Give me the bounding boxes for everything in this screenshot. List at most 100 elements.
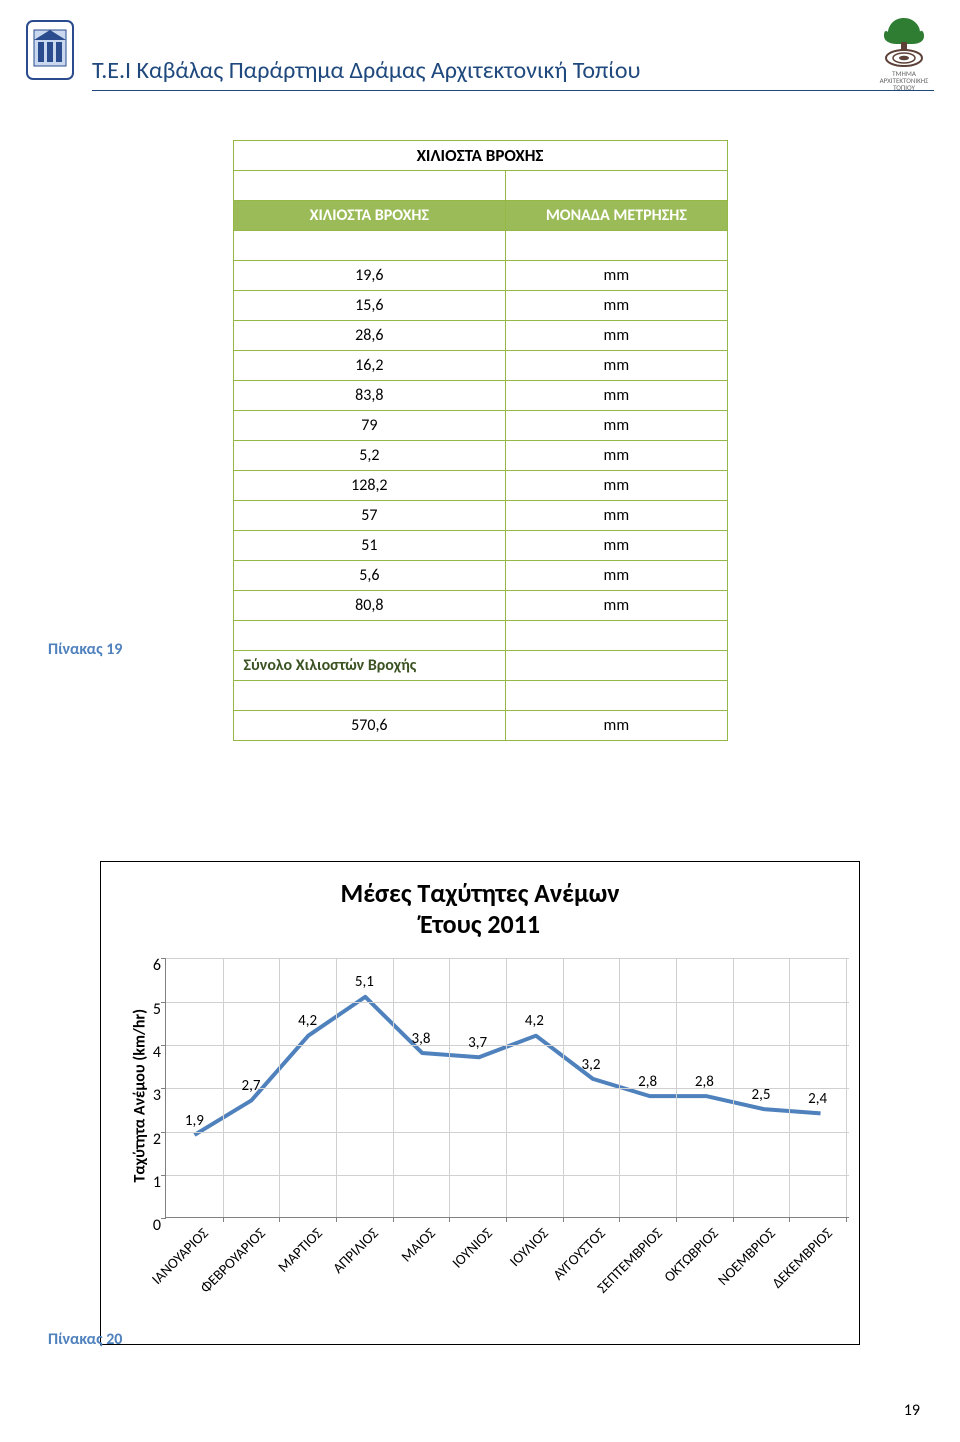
spacer-cell [506, 651, 727, 681]
chart-data-label: 1,9 [185, 1112, 204, 1130]
rain-value: 51 [233, 531, 506, 561]
chart-data-label: 2,8 [695, 1073, 714, 1091]
grid-line-v [733, 958, 734, 1217]
rain-value: 57 [233, 501, 506, 531]
chart-data-label: 5,1 [355, 973, 374, 991]
sum-unit: mm [506, 711, 727, 741]
chart-data-label: 3,7 [468, 1034, 487, 1052]
y-axis-label-wrap: Ταχύτητα Ανέμου (km/hr) [111, 958, 141, 1218]
spacer-cell [233, 171, 506, 201]
spacer-cell [506, 621, 727, 651]
department-logo-caption: ΤΜΗΜΑ ΑΡΧΙΤΕΚΤΟΝΙΚΗΣ ΤΟΠΙΟΥ [874, 70, 934, 91]
rain-value: 5,6 [233, 561, 506, 591]
rain-unit: mm [506, 591, 727, 621]
grid-line-v [223, 958, 224, 1217]
grid-line-v [846, 958, 847, 1217]
table-row: 5,2mm [233, 441, 727, 471]
spacer-cell [506, 681, 727, 711]
table-title: ΧΙΛΙΟΣΤΑ ΒΡΟΧΗΣ [233, 141, 727, 171]
x-tick-label: ΑΥΓΟΥΣΤΟΣ [549, 1224, 609, 1284]
y-tick [161, 1045, 166, 1046]
sum-value: 570,6 [233, 711, 506, 741]
page-number: 19 [904, 1401, 920, 1420]
grid-line-h [166, 1002, 849, 1003]
y-tick [161, 1175, 166, 1176]
chart-title-line1: Μέσες Ταχύτητες Ανέμων [341, 877, 620, 909]
grid-line-v [393, 958, 394, 1217]
rain-unit: mm [506, 411, 727, 441]
rain-unit: mm [506, 381, 727, 411]
table-row: 80,8mm [233, 591, 727, 621]
rain-value: 83,8 [233, 381, 506, 411]
table-row: 51mm [233, 531, 727, 561]
department-logo-icon [874, 14, 934, 70]
table-row: 19,6mm [233, 261, 727, 291]
chart-data-label: 4,2 [525, 1012, 544, 1030]
rain-value: 128,2 [233, 471, 506, 501]
rain-value: 80,8 [233, 591, 506, 621]
table-row: 16,2mm [233, 351, 727, 381]
spacer-cell [233, 231, 506, 261]
rain-unit: mm [506, 501, 727, 531]
grid-line-v [563, 958, 564, 1217]
rain-table: ΧΙΛΙΟΣΤΑ ΒΡΟΧΗΣ ΧΙΛΙΟΣΤΑ ΒΡΟΧΗΣ ΜΟΝΑΔΑ Μ… [233, 140, 728, 741]
rain-unit: mm [506, 531, 727, 561]
rain-unit: mm [506, 471, 727, 501]
chart-plot-area: 1,92,74,25,13,83,74,23,22,82,82,52,4 [165, 958, 849, 1218]
chart-data-label: 2,5 [752, 1086, 771, 1104]
rain-unit: mm [506, 351, 727, 381]
x-tick-label: ΟΚΤΩΒΡΙΟΣ [660, 1224, 722, 1286]
spacer-cell [506, 231, 727, 261]
x-tick-label: ΜΑΡΤΙΟΣ [274, 1224, 326, 1276]
sum-label: Σύνολο Χιλιοστών Βροχής [233, 651, 506, 681]
grid-line-h [166, 958, 849, 959]
chart-data-label: 3,8 [412, 1030, 431, 1048]
rain-unit: mm [506, 561, 727, 591]
rain-value: 79 [233, 411, 506, 441]
table-row: 128,2mm [233, 471, 727, 501]
chart-caption: Πίνακας 20 [48, 1330, 122, 1349]
spacer-cell [233, 621, 506, 651]
grid-line-h [166, 1175, 849, 1176]
table-row: 15,6mm [233, 291, 727, 321]
rain-unit: mm [506, 291, 727, 321]
chart-title: Μέσες Ταχύτητες Ανέμων Έτους 2011 [111, 878, 849, 940]
page-header: ΤΜΗΜΑ ΑΡΧΙΤΕΚΤΟΝΙΚΗΣ ΤΟΠΙΟΥ Τ.Ε.Ι Καβάλα… [0, 0, 960, 100]
col-header-right: ΜΟΝΑΔΑ ΜΕΤΡΗΣΗΣ [506, 201, 727, 231]
x-axis-labels: ΙΑΝΟΥΑΡΙΟΣΦΕΒΡΟΥΑΡΙΟΣΜΑΡΤΙΟΣΑΠΡΙΛΙΟΣΜΑΙΟ… [165, 1218, 845, 1338]
chart-data-label: 2,7 [242, 1077, 261, 1095]
chart-data-label: 2,4 [808, 1090, 827, 1108]
y-tick [161, 1088, 166, 1089]
page-title: Τ.Ε.Ι Καβάλας Παράρτημα Δράμας Αρχιτεκτο… [92, 56, 641, 85]
grid-line-v [279, 958, 280, 1217]
rain-value: 19,6 [233, 261, 506, 291]
table-row: 79mm [233, 411, 727, 441]
rain-unit: mm [506, 441, 727, 471]
grid-line-h [166, 1088, 849, 1089]
x-tick-label: ΙΟΥΛΙΟΣ [506, 1224, 552, 1270]
rain-value: 15,6 [233, 291, 506, 321]
grid-line-v [789, 958, 790, 1217]
grid-line-h [166, 1045, 849, 1046]
chart-title-line2: Έτους 2011 [420, 908, 540, 940]
x-tick-label: ΙΟΥΝΙΟΣ [448, 1224, 496, 1272]
chart-data-label: 2,8 [638, 1073, 657, 1091]
y-tick [161, 958, 166, 959]
table-row: 57mm [233, 501, 727, 531]
grid-line-v [449, 958, 450, 1217]
wind-chart: Μέσες Ταχύτητες Ανέμων Έτους 2011 Ταχύτη… [100, 861, 860, 1345]
table-row: 83,8mm [233, 381, 727, 411]
table-row: 28,6mm [233, 321, 727, 351]
rain-unit: mm [506, 261, 727, 291]
x-tick-label: ΔΕΚΕΜΒΡΙΟΣ [768, 1224, 836, 1292]
spacer-cell [233, 681, 506, 711]
table-row: 5,6mm [233, 561, 727, 591]
grid-line-h [166, 1132, 849, 1133]
rain-value: 5,2 [233, 441, 506, 471]
spacer-cell [506, 171, 727, 201]
y-axis-label: Ταχύτητα Ανέμου (km/hr) [131, 1013, 150, 1183]
grid-line-v [506, 958, 507, 1217]
col-header-left: ΧΙΛΙΟΣΤΑ ΒΡΟΧΗΣ [233, 201, 506, 231]
chart-data-label: 3,2 [582, 1056, 601, 1074]
table-caption: Πίνακας 19 [48, 640, 122, 659]
